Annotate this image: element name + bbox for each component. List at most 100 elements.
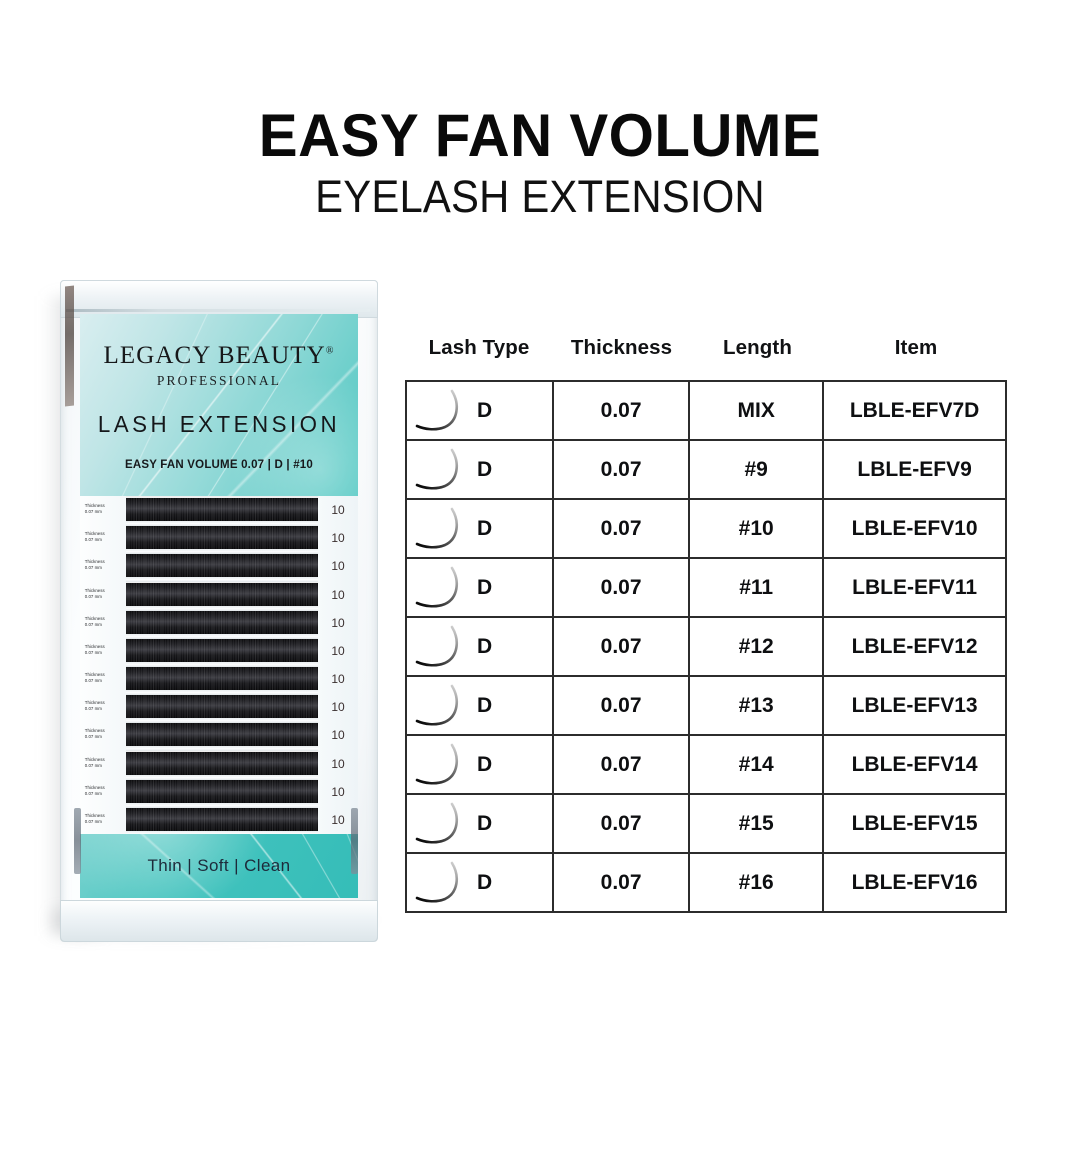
tray-thickness-label-line2: 0.07 mm: [84, 818, 102, 824]
tray-thickness-label: Thickness 0.07 mm: [85, 588, 123, 599]
lash-type-value: D: [477, 870, 493, 894]
table-row[interactable]: D 0.07 #13 LBLE-EFV13: [407, 677, 1005, 736]
lash-strip-gap: [126, 605, 318, 611]
lash-strip: [126, 667, 318, 690]
tray-length-number: 10: [331, 756, 345, 771]
lash-strip-gap: [126, 661, 318, 667]
brand-tier: PROFESSIONAL: [156, 373, 282, 388]
cell-length: #16: [690, 854, 825, 911]
lash-strip: [126, 723, 318, 747]
cell-lash-type: D: [407, 382, 555, 439]
cell-thickness: 0.07: [554, 736, 691, 793]
column-header-thickness: Thickness: [570, 336, 673, 359]
column-header-lash-type: Lash Type: [428, 336, 530, 359]
tray-thickness-label: Thickness 0.07 mm: [85, 757, 123, 768]
cell-item-code: LBLE-EFV9: [857, 457, 972, 481]
tray-length-number: 10: [331, 587, 345, 602]
brand-name: LEGACY BEAUTY®: [80, 342, 358, 370]
case-hinge: [65, 285, 74, 407]
tray-thickness-label: Thickness 0.07 mm: [85, 700, 123, 711]
tray-thickness-label-line1: Thickness: [84, 672, 105, 678]
tray-thickness-label-line1: Thickness: [84, 700, 105, 706]
d-curl-lash-icon: [415, 743, 459, 785]
table-row[interactable]: D 0.07 #12 LBLE-EFV12: [407, 618, 1005, 677]
tray-length-number: 10: [331, 503, 345, 517]
lash-strip-gap: [126, 774, 318, 780]
tray-thickness-label-line2: 0.07 mm: [84, 677, 102, 683]
cell-length: #15: [690, 795, 825, 852]
table-row[interactable]: D 0.07 #16 LBLE-EFV16: [407, 854, 1005, 913]
cell-lash-type: D: [407, 500, 555, 557]
cell-lash-type: D: [407, 795, 555, 852]
lash-strip-gap: [126, 690, 318, 695]
cell-lash-type: D: [407, 736, 555, 793]
tray-thickness-label-line1: Thickness: [84, 615, 105, 621]
lash-strip: [126, 807, 318, 831]
lash-tray: Thickness 0.07 mm Thickness 0.07 mm Thicknes…: [80, 496, 358, 834]
page-heading: EASY FAN VOLUME EYELASH EXTENSION: [0, 105, 1080, 221]
cell-item-code: LBLE-EFV16: [851, 870, 978, 894]
tray-thickness-label-line1: Thickness: [84, 503, 105, 509]
product-tagline: Thin | Soft | Clean: [147, 856, 291, 875]
cell-thickness: 0.07: [554, 441, 691, 498]
tray-thickness-label-line2: 0.07 mm: [84, 733, 102, 739]
column-header-item: Item: [894, 336, 938, 359]
tray-thickness-label: Thickness 0.07 mm: [85, 503, 123, 514]
table-header-row: Lash Type Thickness Length Item: [405, 336, 1007, 380]
cell-item-code: LBLE-EFV14: [851, 752, 978, 776]
brand-name-text: LEGACY BEAUTY: [103, 342, 326, 369]
table-body: D 0.07 MIX LBLE-EFV7D D 0.07 #9 LBLE-EFV9 D 0.07 #…: [405, 380, 1007, 913]
cell-length: MIX: [690, 382, 825, 439]
d-curl-lash-icon: [415, 448, 459, 490]
cell-length: #14: [690, 736, 825, 793]
lash-strip-gap: [126, 633, 318, 639]
table-row[interactable]: D 0.07 #14 LBLE-EFV14: [407, 736, 1005, 795]
table-row[interactable]: D 0.07 MIX LBLE-EFV7D: [407, 382, 1005, 441]
lash-strip: [126, 498, 318, 521]
d-curl-lash-icon: [415, 625, 459, 667]
lash-rows: [126, 496, 318, 834]
tray-length-number: 10: [331, 784, 345, 799]
lash-strip-gap: [126, 830, 318, 834]
tray-thickness-label-line2: 0.07 mm: [84, 762, 102, 767]
cell-length: #9: [690, 441, 825, 498]
table-row[interactable]: D 0.07 #9 LBLE-EFV9: [407, 441, 1005, 500]
cell-thickness: 0.07: [554, 854, 691, 911]
tray-length-number: 10: [331, 700, 345, 715]
tray-length-numbers: 10 10 10 10 10 10 10 10 10 10 10 10: [318, 496, 358, 834]
lash-strip-gap: [126, 746, 318, 752]
cell-thickness: 0.07: [554, 559, 691, 616]
tray-thickness-label: Thickness 0.07 mm: [85, 616, 123, 627]
tray-length-number: 10: [331, 812, 345, 827]
lash-strip-gap: [126, 521, 318, 526]
table-row[interactable]: D 0.07 #15 LBLE-EFV15: [407, 795, 1005, 854]
table-row[interactable]: D 0.07 #10 LBLE-EFV10: [407, 500, 1005, 559]
cell-lash-type: D: [407, 854, 555, 911]
tray-thickness-label-line1: Thickness: [84, 587, 105, 593]
case-base-lip: [60, 900, 378, 942]
tray-thickness-label-line2: 0.07 mm: [84, 536, 102, 542]
column-header-length: Length: [723, 336, 792, 359]
table-row[interactable]: D 0.07 #11 LBLE-EFV11: [407, 559, 1005, 618]
cell-item-code: LBLE-EFV7D: [849, 398, 980, 422]
lash-type-value: D: [477, 575, 493, 599]
tray-thickness-label-line1: Thickness: [84, 531, 105, 537]
cell-lash-type: D: [407, 677, 555, 734]
tray-thickness-label-line1: Thickness: [84, 728, 105, 734]
tray-length-number: 10: [331, 615, 345, 630]
package-insert-card: LEGACY BEAUTY® PROFESSIONAL LASH EXTENSI…: [80, 314, 358, 898]
cell-lash-type: D: [407, 441, 555, 498]
lash-type-value: D: [477, 811, 493, 835]
cell-thickness: 0.07: [554, 795, 691, 852]
lash-strip: [126, 526, 318, 550]
d-curl-lash-icon: [415, 802, 459, 844]
lash-type-value: D: [477, 516, 493, 540]
cell-thickness: 0.07: [554, 677, 691, 734]
cell-length: #10: [690, 500, 825, 557]
tray-thickness-label: Thickness 0.07 mm: [85, 813, 123, 824]
tray-thickness-label-line1: Thickness: [84, 813, 105, 818]
tray-length-number: 10: [331, 728, 345, 743]
lash-type-value: D: [477, 693, 493, 717]
cell-lash-type: D: [407, 559, 555, 616]
tray-thickness-label-line1: Thickness: [84, 559, 105, 565]
